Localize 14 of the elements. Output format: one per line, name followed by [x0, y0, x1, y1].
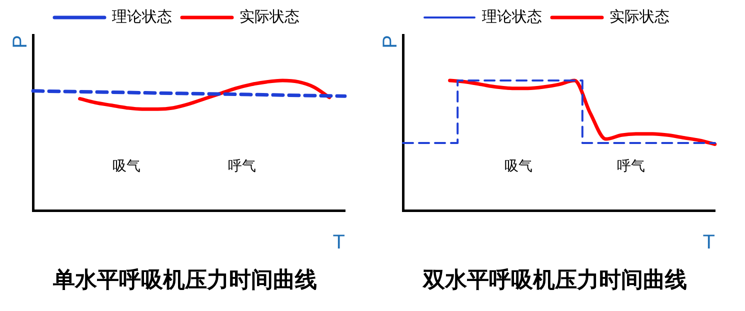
text: 双水平呼吸机压力时间曲线: [423, 266, 687, 295]
annotation: 呼气: [616, 158, 645, 174]
legend-label: 实际状态: [240, 7, 300, 26]
legend-label: 理论状态: [112, 7, 172, 26]
legend-label: 理论状态: [482, 7, 542, 26]
annotation: 吸气: [112, 158, 141, 174]
x-axis-title: T: [332, 232, 345, 254]
text: 单水平呼吸机压力时间曲线: [53, 266, 317, 295]
annotation: 吸气: [504, 158, 532, 174]
y-axis-title: P: [380, 35, 402, 48]
annotation: 呼气: [228, 158, 256, 174]
y-axis-title: P: [10, 35, 32, 48]
x-axis-title: T: [702, 232, 715, 254]
legend-label: 实际状态: [610, 7, 670, 26]
